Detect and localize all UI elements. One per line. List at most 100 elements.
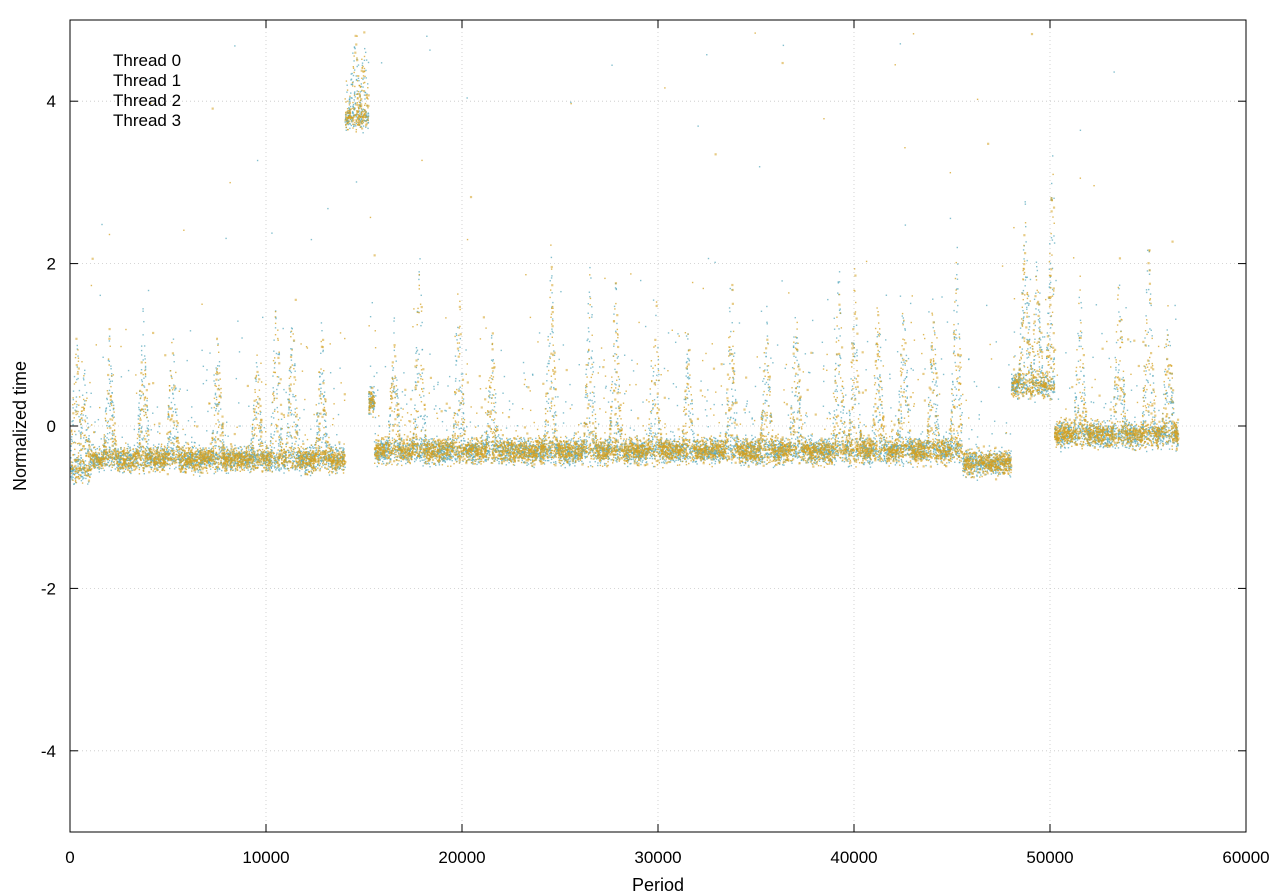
data-point <box>1021 388 1023 390</box>
data-point <box>278 434 281 436</box>
data-point <box>218 410 220 412</box>
data-point <box>364 51 367 54</box>
data-point <box>454 355 457 357</box>
data-point <box>614 368 616 371</box>
data-point <box>213 452 215 455</box>
data-point <box>1098 436 1100 439</box>
data-point <box>632 458 635 460</box>
data-point <box>802 445 804 447</box>
data-point <box>1175 445 1178 448</box>
data-point <box>734 419 737 422</box>
data-point <box>580 422 582 425</box>
data-point <box>696 463 698 465</box>
data-point <box>137 465 139 467</box>
data-point <box>315 449 318 451</box>
data-point <box>1037 318 1040 321</box>
data-point <box>766 369 769 371</box>
data-point <box>1136 441 1138 443</box>
data-point <box>359 103 361 106</box>
data-point <box>127 369 130 372</box>
data-point <box>1172 426 1174 428</box>
data-point <box>386 455 388 457</box>
data-point <box>143 472 145 475</box>
data-point <box>1016 387 1018 390</box>
data-point <box>334 464 336 466</box>
data-point <box>901 394 904 397</box>
data-point <box>472 453 475 455</box>
data-point <box>955 329 957 331</box>
data-point <box>447 458 449 460</box>
data-point <box>468 445 471 447</box>
data-point <box>1059 432 1062 434</box>
data-point <box>886 444 888 446</box>
data-point <box>1036 265 1038 268</box>
data-point <box>728 307 731 309</box>
data-point <box>653 399 656 401</box>
data-point <box>1113 444 1116 446</box>
data-point <box>678 457 680 459</box>
data-point <box>274 456 276 459</box>
data-point <box>373 441 376 443</box>
data-point <box>713 436 715 439</box>
data-point <box>958 338 961 340</box>
data-point <box>499 442 502 444</box>
data-point <box>220 446 222 449</box>
data-point <box>980 400 983 403</box>
data-point <box>230 464 232 467</box>
data-point <box>174 389 176 391</box>
data-point <box>912 369 914 371</box>
data-point <box>353 92 356 94</box>
data-point <box>745 446 747 449</box>
data-point <box>756 441 758 443</box>
data-point <box>855 454 858 456</box>
data-point <box>112 451 114 453</box>
data-point <box>216 373 218 376</box>
data-point <box>547 431 549 433</box>
data-point <box>353 60 355 62</box>
data-point <box>1038 311 1041 313</box>
data-point <box>731 422 733 425</box>
data-point <box>760 460 762 463</box>
data-point <box>744 462 747 465</box>
data-point <box>548 345 550 347</box>
data-point <box>976 461 978 464</box>
data-point <box>996 460 998 462</box>
data-point <box>243 445 246 448</box>
data-point <box>138 406 140 409</box>
data-point <box>1079 432 1081 435</box>
data-point <box>282 465 284 467</box>
data-point <box>274 408 276 411</box>
data-point <box>369 315 372 318</box>
data-point <box>904 404 907 406</box>
data-point <box>336 449 339 451</box>
data-point <box>220 464 223 466</box>
data-point <box>1147 431 1150 433</box>
data-point <box>1129 434 1131 436</box>
data-point <box>611 400 613 403</box>
data-point <box>1111 440 1113 443</box>
data-point <box>170 460 173 462</box>
data-point <box>183 444 186 447</box>
data-point <box>807 371 810 374</box>
data-point <box>298 438 301 440</box>
data-point <box>654 448 656 450</box>
data-point <box>1155 431 1157 433</box>
data-point <box>584 456 587 458</box>
data-point <box>706 439 709 441</box>
data-point <box>350 78 353 80</box>
data-point <box>745 437 747 440</box>
data-point <box>631 448 633 450</box>
data-point <box>496 459 498 461</box>
data-point <box>524 444 526 447</box>
data-point <box>129 447 131 449</box>
data-point <box>272 375 274 377</box>
data-point <box>214 445 216 447</box>
data-point <box>244 454 246 457</box>
data-point <box>395 376 397 379</box>
data-point <box>928 311 930 313</box>
data-point <box>752 450 754 453</box>
data-point <box>369 394 372 396</box>
data-point <box>736 440 739 443</box>
data-point <box>1078 337 1081 340</box>
data-point <box>397 444 400 446</box>
